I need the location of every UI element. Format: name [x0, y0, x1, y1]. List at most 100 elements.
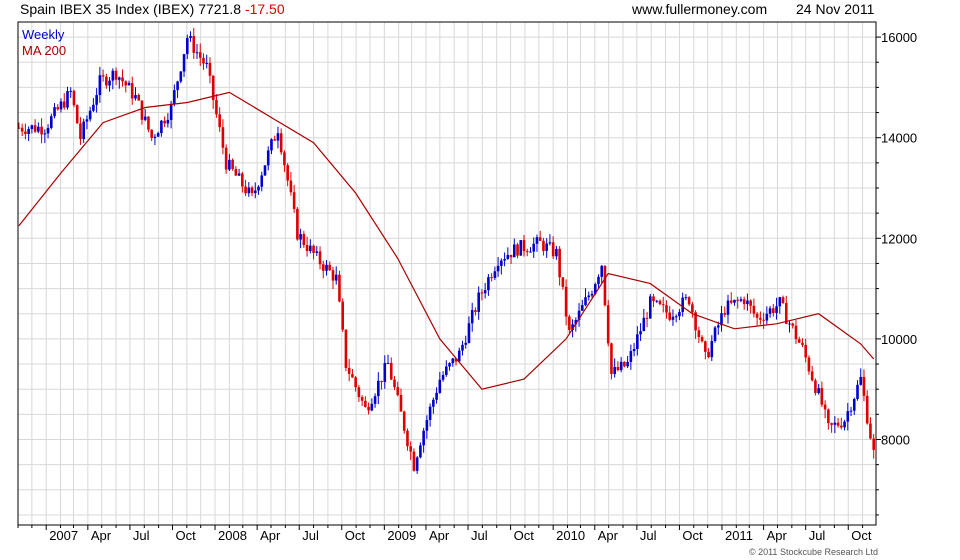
x-tick-label: Oct [514, 528, 535, 543]
weekly-bar [130, 83, 134, 99]
weekly-bar [393, 379, 396, 388]
weekly-bar [182, 54, 186, 72]
weekly-bar [406, 430, 409, 447]
weekly-bar [843, 421, 846, 428]
weekly-bar [801, 342, 804, 345]
weekly-bar [347, 367, 351, 374]
weekly-bar [529, 251, 532, 253]
weekly-bar [231, 159, 234, 169]
weekly-bar [166, 119, 170, 124]
weekly-bar [629, 351, 633, 362]
weekly-bar [506, 254, 510, 259]
y-axis: 8000 10000 12000 14000 16000 [876, 30, 917, 516]
weekly-bar [742, 299, 746, 305]
weekly-bar [694, 312, 697, 331]
weekly-bar [85, 119, 89, 122]
weekly-bar [661, 304, 665, 306]
weekly-bar [797, 339, 801, 343]
weekly-bar [114, 70, 118, 80]
weekly-bar [253, 190, 257, 194]
weekly-bar [283, 152, 286, 166]
weekly-bar [88, 110, 92, 120]
weekly-bar [474, 310, 477, 312]
weekly-bar [784, 302, 788, 324]
weekly-bar [781, 297, 785, 303]
weekly-bar [700, 337, 704, 342]
weekly-bar [224, 147, 228, 170]
weekly-bar [778, 297, 782, 307]
weekly-bar [545, 243, 548, 251]
plot-frame [17, 21, 877, 526]
weekly-bar [208, 62, 212, 76]
y-tick-label: 10000 [881, 332, 917, 347]
weekly-bar [72, 90, 76, 106]
weekly-bar [40, 126, 43, 135]
weekly-bar [814, 380, 817, 393]
weekly-bar [247, 187, 251, 194]
weekly-bar [160, 120, 163, 134]
weekly-bar [733, 299, 736, 303]
x-tick-label: Jul [471, 528, 488, 543]
weekly-bar [292, 192, 296, 209]
weekly-bar [27, 128, 30, 134]
weekly-bar [43, 133, 47, 135]
weekly-bar [710, 341, 714, 358]
x-tick-label: Oct [175, 528, 196, 543]
weekly-bar [772, 308, 775, 313]
weekly-bar [202, 57, 205, 64]
x-tick-label: Apr [598, 528, 619, 543]
weekly-bar [377, 380, 380, 397]
y-tick-label: 16000 [881, 30, 917, 45]
weekly-bar [234, 168, 238, 176]
weekly-bar [373, 396, 377, 404]
weekly-bar [840, 425, 843, 428]
weekly-bar [590, 293, 594, 296]
weekly-bar [205, 62, 209, 64]
weekly-bar [493, 271, 497, 278]
weekly-bar [396, 387, 400, 395]
weekly-bar [827, 409, 830, 424]
weekly-bar [169, 103, 173, 120]
weekly-bar [20, 127, 24, 132]
weekly-bar [302, 234, 306, 246]
weekly-bar [538, 237, 542, 241]
weekly-bar [865, 395, 869, 424]
site-url[interactable]: www.fullermoney.com [632, 1, 768, 17]
weekly-bar [477, 292, 480, 312]
weekly-bar [587, 295, 591, 298]
weekly-bar [266, 150, 270, 166]
weekly-bar [198, 52, 202, 58]
weekly-bar [228, 159, 231, 170]
weekly-bar [457, 350, 461, 362]
weekly-bar [354, 377, 357, 388]
weekly-bar [671, 316, 675, 320]
weekly-bar [422, 430, 425, 446]
weekly-bar [736, 299, 740, 301]
weekly-bar [17, 127, 21, 129]
weekly-bar [467, 323, 471, 343]
weekly-bar [276, 133, 280, 141]
weekly-bar [318, 251, 322, 265]
weekly-bar [244, 186, 247, 194]
weekly-bar [739, 299, 743, 301]
weekly-bar [364, 400, 367, 407]
weekly-bar [111, 70, 115, 81]
weekly-bar [574, 319, 578, 325]
weekly-bar [309, 245, 312, 251]
weekly-bar [341, 301, 344, 330]
weekly-bar [794, 325, 798, 340]
weekly-bar [687, 297, 691, 305]
x-tick-label: Oct [345, 528, 366, 543]
legend-weekly: Weekly [22, 27, 65, 42]
weekly-bar [817, 388, 820, 393]
weekly-bar [399, 394, 403, 412]
weekly-bar [432, 399, 435, 407]
weekly-bar [419, 445, 422, 458]
weekly-bar [299, 234, 302, 240]
weekly-bar [487, 277, 490, 291]
weekly-bar [153, 136, 157, 138]
x-tick-label: 2009 [387, 528, 416, 543]
weekly-bar [610, 343, 613, 374]
weekly-bar [483, 290, 487, 294]
